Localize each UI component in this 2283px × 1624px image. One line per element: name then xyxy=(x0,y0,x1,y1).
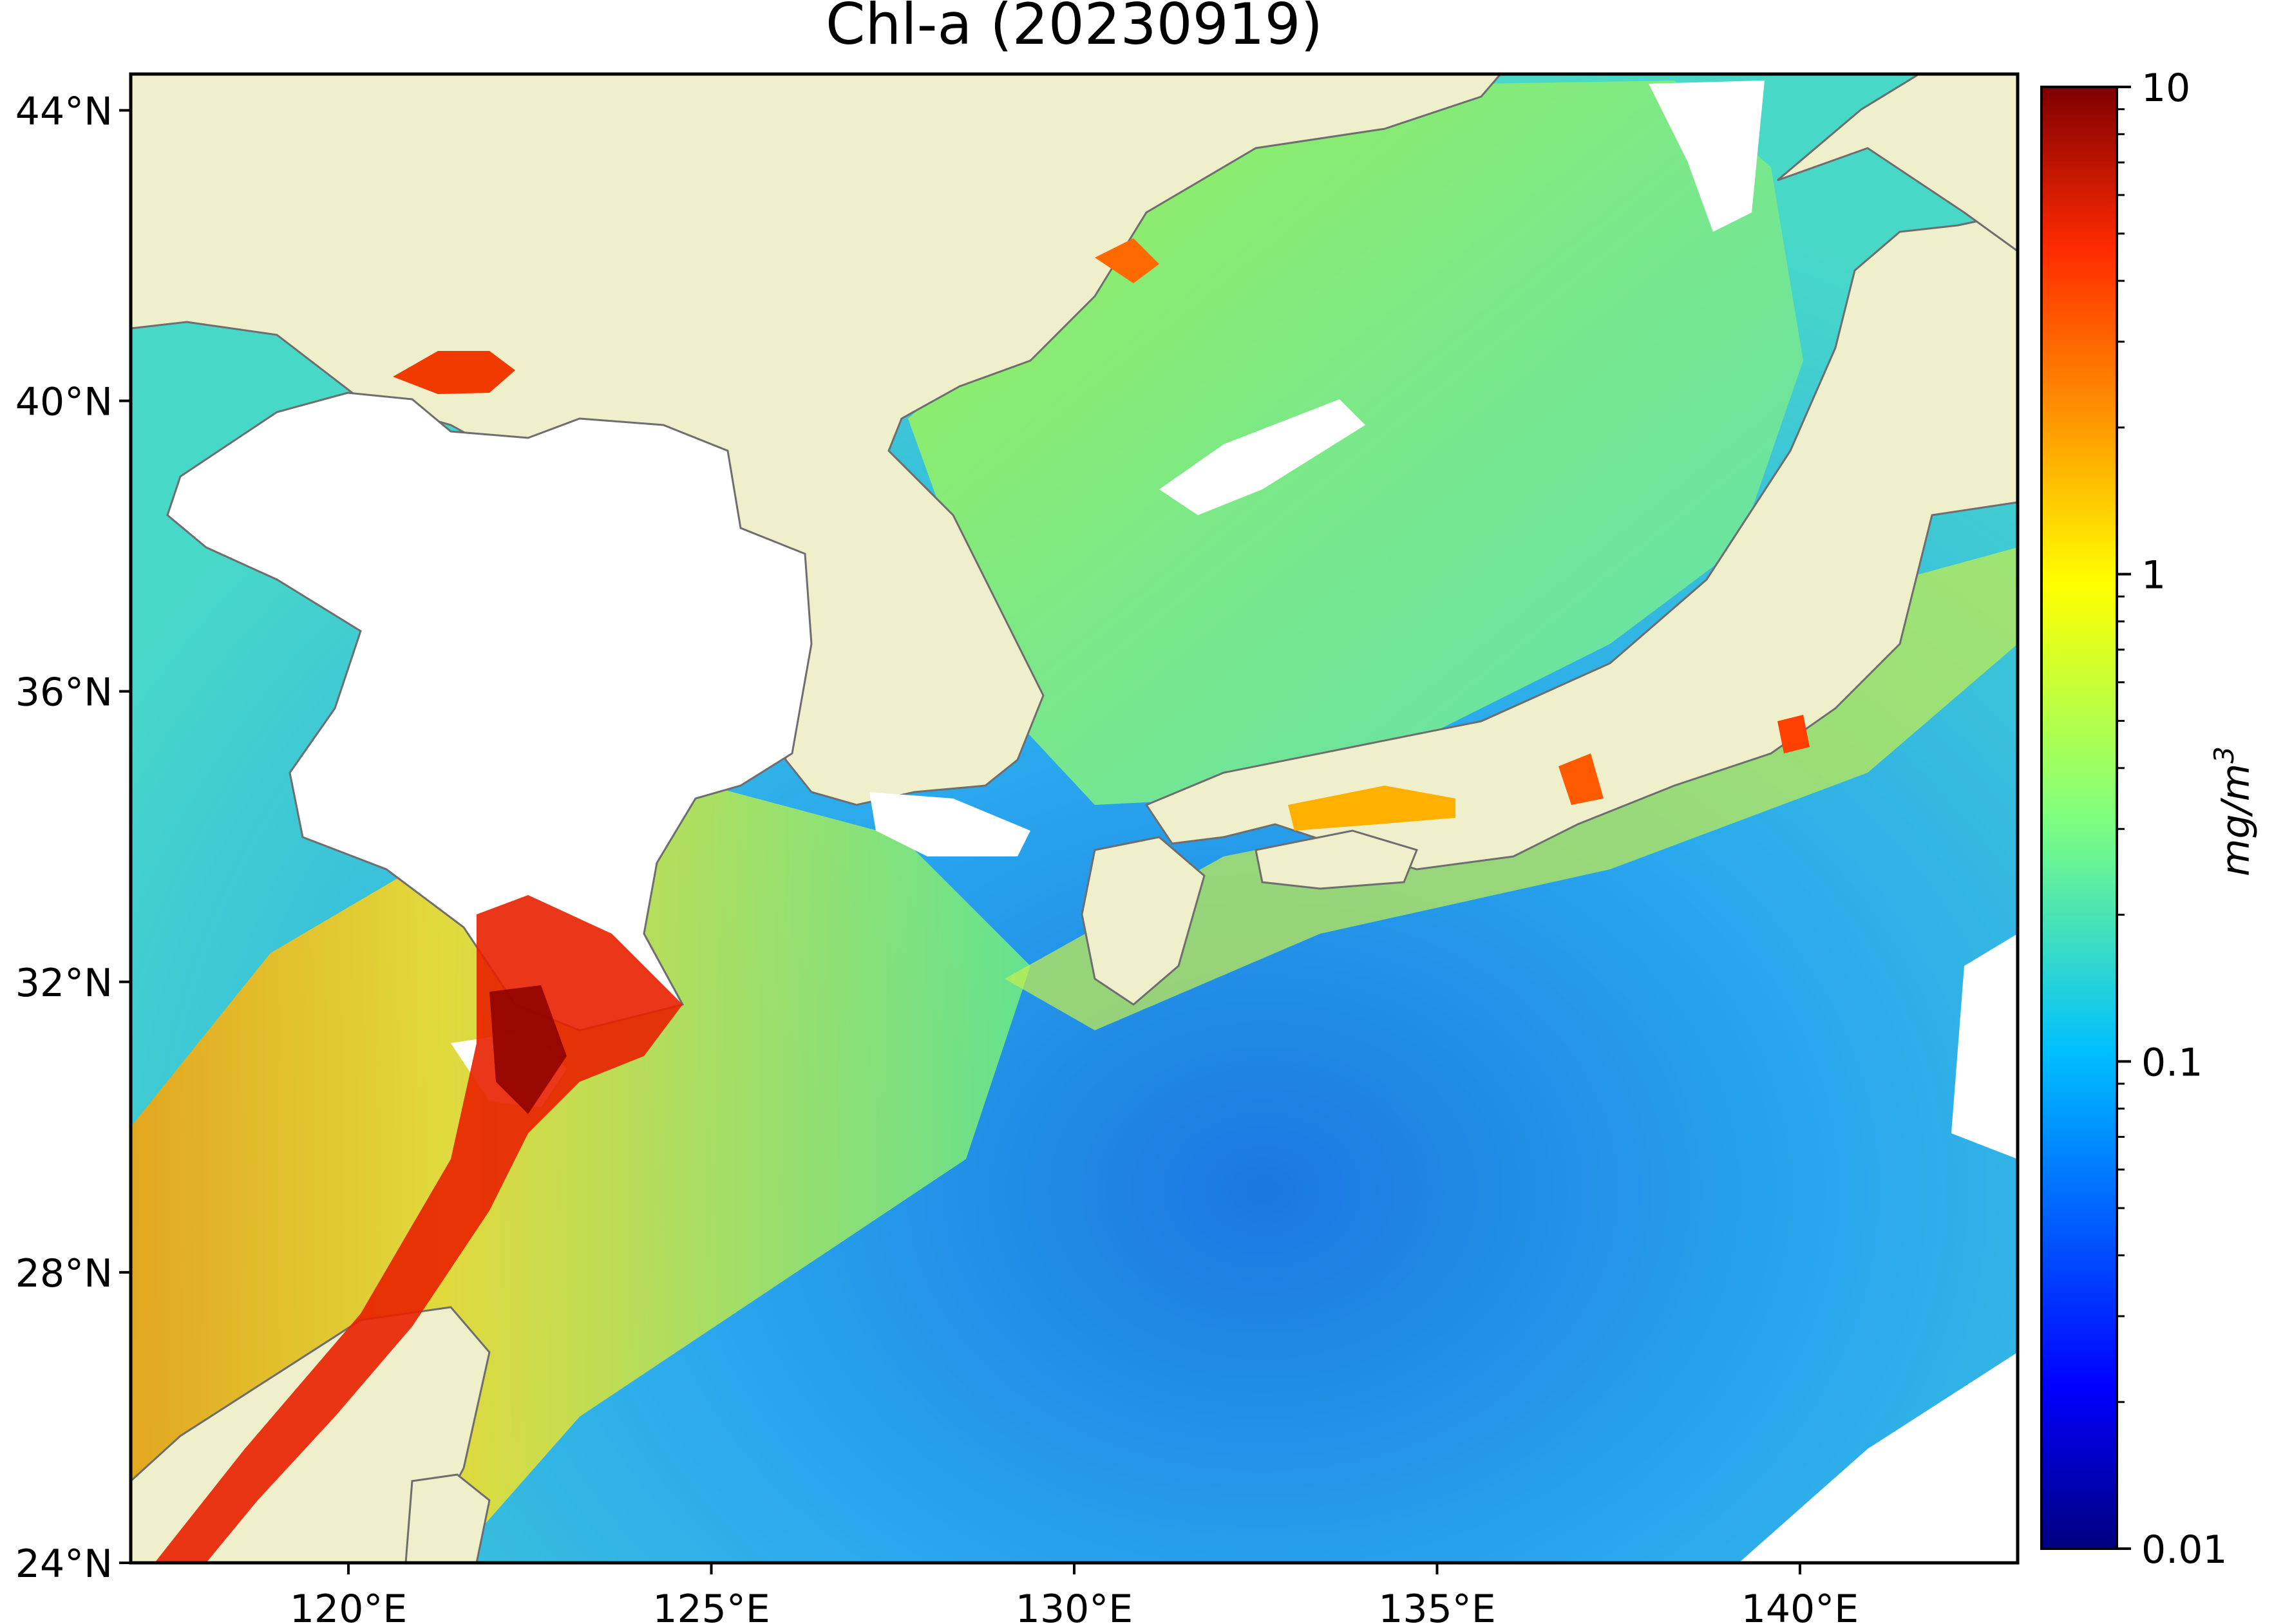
colorbar-tick-label: 0.01 xyxy=(2141,1527,2228,1572)
no-data-bohai-yellow-sea xyxy=(166,392,813,1032)
x-tick-label: 130°E xyxy=(1016,1587,1133,1624)
chart-title: Chl-a (20230919) xyxy=(826,0,1323,57)
y-tick-label: 36°N xyxy=(15,670,113,715)
colorbar-label: mg/m3 xyxy=(2208,746,2259,876)
colorbar-gradient xyxy=(2040,86,2118,1550)
colorbar-tick-label: 1 xyxy=(2141,553,2166,598)
high-chl-tokyo-bay xyxy=(1777,715,1810,753)
high-chl-bohai xyxy=(393,351,515,394)
colorbar-unit: mg/m xyxy=(2213,764,2259,876)
y-tick-label: 32°N xyxy=(15,961,113,1006)
land-hokkaido xyxy=(1777,74,2018,252)
y-tick-label: 28°N xyxy=(15,1251,113,1296)
no-data-patch-north xyxy=(1649,80,1765,232)
high-chl-ise-bay xyxy=(1558,753,1604,805)
longitude-axis: 120°E 125°E 130°E 135°E 140°E xyxy=(290,1563,1859,1624)
colorbar-tick-label: 0.1 xyxy=(2141,1040,2202,1085)
colorbar-ticks: 10 1 0.1 0.01 xyxy=(2117,66,2228,1572)
very-high-chl-hangzhou-bay xyxy=(489,985,567,1114)
no-data-patch-sea-of-japan-cloud xyxy=(1159,399,1365,515)
no-data-patch-southeast xyxy=(1739,1352,2018,1563)
land-japan-shikoku xyxy=(1255,829,1419,890)
colorbar: 10 1 0.1 0.01 mg/m3 xyxy=(2040,66,2259,1572)
x-tick-label: 135°E xyxy=(1378,1587,1495,1624)
colorbar-tick-label: 10 xyxy=(2141,66,2190,111)
y-tick-label: 44°N xyxy=(15,89,113,134)
kuroshio-coastal-band xyxy=(1005,547,2018,1030)
no-data-patch-east xyxy=(1951,934,2018,1159)
land-mainland-asia xyxy=(131,74,1502,806)
x-tick-label: 120°E xyxy=(290,1587,407,1624)
y-tick-label: 40°N xyxy=(15,380,113,425)
no-data-patch-korea-strait xyxy=(869,792,1030,856)
land-japan-honshu xyxy=(1144,211,2018,871)
high-chl-seto-inland-sea xyxy=(1288,786,1455,831)
x-tick-label: 140°E xyxy=(1741,1587,1859,1624)
y-tick-label: 24°N xyxy=(15,1542,113,1587)
land-japan-kyushu xyxy=(1081,836,1206,1006)
colorbar-unit-superscript: 3 xyxy=(2208,746,2240,764)
map-area xyxy=(131,74,2018,1563)
high-chl-korea-north xyxy=(1095,238,1159,283)
x-tick-label: 125°E xyxy=(652,1587,770,1624)
latitude-axis: 24°N 28°N 32°N 36°N 40°N 44°N xyxy=(15,89,131,1587)
land-taiwan-island xyxy=(404,1473,491,1563)
